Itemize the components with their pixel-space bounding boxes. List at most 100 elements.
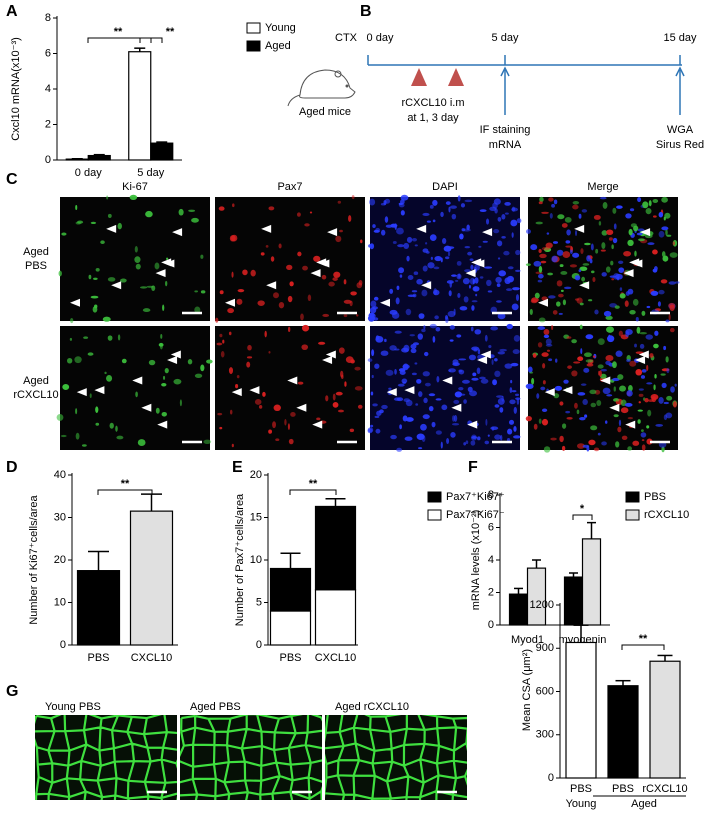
cell-nucleus: [316, 417, 321, 421]
cell-nucleus: [448, 368, 456, 373]
cell-nucleus: [381, 404, 388, 410]
cell-nucleus: [477, 349, 481, 355]
significance-bracket: [97, 489, 153, 495]
cell-nucleus: [539, 196, 544, 203]
significance-label: **: [309, 478, 318, 490]
cell-nucleus: [448, 290, 452, 297]
cell-nucleus: [629, 208, 635, 212]
cell-nucleus: [532, 353, 537, 358]
cell-nucleus: [499, 407, 504, 413]
cell-nucleus: [287, 326, 291, 332]
cell-nucleus: [458, 358, 467, 361]
cell-nucleus: [565, 410, 571, 414]
cell-nucleus: [618, 267, 625, 273]
cell-nucleus: [585, 359, 594, 363]
cell-nucleus: [90, 221, 97, 225]
cell-nucleus: [604, 420, 608, 424]
arrowhead: [296, 403, 307, 412]
arrowhead: [249, 386, 260, 395]
panel-label: C: [6, 171, 18, 188]
cell-nucleus: [540, 386, 546, 391]
cell-nucleus: [615, 398, 620, 402]
cell-nucleus: [507, 428, 513, 435]
cell-nucleus: [62, 384, 70, 390]
cell-nucleus: [451, 423, 460, 426]
micrograph-bg: [215, 326, 365, 450]
bar: [76, 570, 121, 646]
cell-nucleus: [188, 209, 196, 212]
cell-nucleus: [654, 373, 657, 379]
cell-nucleus: [595, 248, 599, 254]
cell-nucleus: [422, 414, 430, 420]
cell-nucleus: [668, 313, 671, 321]
cell-nucleus: [416, 378, 422, 384]
cell-nucleus: [457, 195, 461, 202]
cell-nucleus: [482, 240, 488, 243]
cell-nucleus: [275, 438, 280, 441]
cell-nucleus: [433, 266, 440, 270]
cell-nucleus: [596, 399, 602, 407]
cell-nucleus: [511, 303, 519, 311]
cell-nucleus: [542, 380, 546, 385]
cell-nucleus: [415, 403, 419, 406]
cell-nucleus: [582, 263, 590, 266]
legend-swatch: [625, 491, 640, 503]
cell-nucleus: [445, 201, 451, 205]
cell-nucleus: [617, 374, 624, 380]
cell-nucleus: [95, 422, 100, 426]
cell-nucleus: [398, 368, 406, 372]
label: PBS: [25, 260, 47, 272]
cell-nucleus: [384, 198, 391, 204]
legend-swatch: [625, 509, 640, 521]
cell-nucleus: [313, 255, 321, 262]
cell-nucleus: [619, 287, 623, 291]
cell-nucleus: [385, 224, 393, 228]
arrowhead: [157, 420, 168, 429]
cell-nucleus: [301, 344, 309, 351]
cell-nucleus: [451, 213, 457, 220]
cell-nucleus: [344, 381, 347, 387]
cell-nucleus: [577, 392, 586, 396]
cell-nucleus: [638, 393, 644, 397]
cell-nucleus: [135, 391, 138, 398]
cell-nucleus: [380, 229, 386, 236]
arrowhead: [319, 259, 330, 268]
cell-nucleus: [612, 361, 617, 369]
cell-nucleus: [435, 430, 442, 435]
cell-nucleus: [646, 305, 651, 309]
y-tick-label: 0: [256, 639, 262, 651]
cell-nucleus: [644, 397, 649, 403]
cell-nucleus: [474, 277, 479, 284]
cell-nucleus: [531, 377, 535, 385]
cell-nucleus: [402, 364, 410, 369]
cell-nucleus: [649, 353, 654, 358]
cell-nucleus: [664, 212, 671, 219]
y-axis-label: Number of Ki67⁺cells/area: [28, 494, 40, 624]
cell-nucleus: [613, 386, 616, 392]
cell-nucleus: [394, 330, 402, 334]
cell-nucleus: [452, 362, 460, 367]
cell-nucleus: [605, 266, 611, 273]
x-tick-label: Myod1: [511, 634, 544, 646]
arrowhead: [155, 269, 166, 278]
cell-nucleus: [229, 409, 233, 415]
cell-nucleus: [619, 293, 626, 299]
cell-nucleus: [354, 386, 363, 391]
cell-nucleus: [663, 401, 669, 405]
cell-nucleus: [497, 216, 502, 222]
cell-nucleus: [307, 294, 312, 302]
cell-nucleus: [613, 414, 619, 418]
cell-nucleus: [579, 266, 588, 271]
cell-nucleus: [332, 401, 339, 408]
cell-nucleus: [161, 383, 167, 387]
cell-nucleus: [558, 293, 564, 298]
cell-nucleus: [556, 249, 564, 256]
cell-nucleus: [484, 334, 488, 342]
cell-nucleus: [570, 249, 573, 254]
bar: [607, 685, 639, 779]
injection-marker: [411, 68, 427, 86]
cell-nucleus: [632, 440, 640, 446]
cell-nucleus: [492, 379, 497, 386]
cell-nucleus: [358, 279, 363, 286]
cell-nucleus: [561, 445, 566, 451]
